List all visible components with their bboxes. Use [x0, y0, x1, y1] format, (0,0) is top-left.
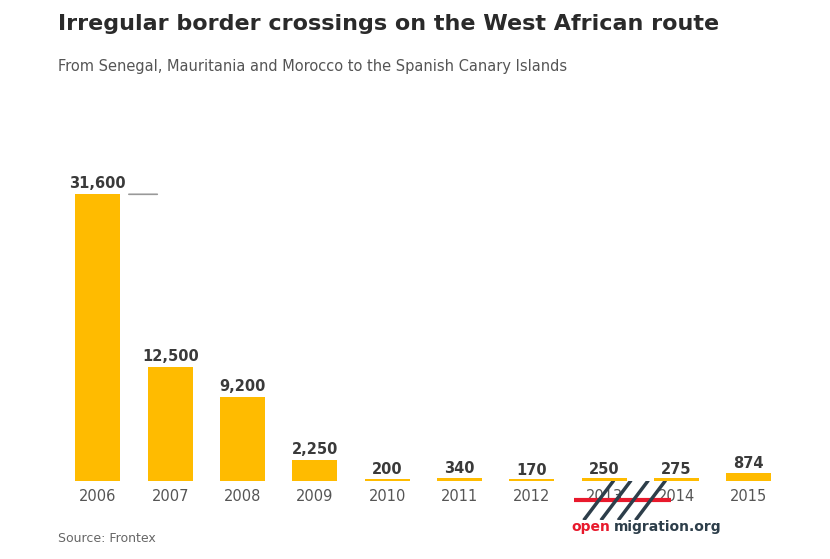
Bar — [76, 195, 120, 481]
Text: 340: 340 — [444, 461, 475, 476]
Text: 9,200: 9,200 — [219, 378, 266, 394]
Bar — [292, 461, 337, 481]
Bar — [220, 397, 265, 481]
Text: Irregular border crossings on the West African route: Irregular border crossings on the West A… — [58, 14, 720, 34]
Bar — [510, 479, 554, 481]
Text: From Senegal, Mauritania and Morocco to the Spanish Canary Islands: From Senegal, Mauritania and Morocco to … — [58, 59, 567, 74]
Text: 874: 874 — [734, 456, 764, 471]
Bar — [654, 479, 699, 481]
Text: 31,600: 31,600 — [70, 176, 126, 191]
Bar — [726, 473, 771, 481]
Text: 170: 170 — [516, 463, 547, 478]
Bar — [582, 479, 627, 481]
Bar — [148, 367, 193, 481]
Text: 200: 200 — [372, 462, 403, 477]
Bar — [437, 477, 482, 481]
Text: 250: 250 — [588, 462, 619, 477]
Text: 275: 275 — [662, 462, 691, 477]
Text: 12,500: 12,500 — [142, 349, 198, 364]
Text: open: open — [571, 520, 610, 534]
Text: 2,250: 2,250 — [291, 442, 338, 457]
Text: Source: Frontex: Source: Frontex — [58, 532, 156, 545]
Text: migration.org: migration.org — [614, 520, 722, 534]
Bar — [364, 479, 409, 481]
